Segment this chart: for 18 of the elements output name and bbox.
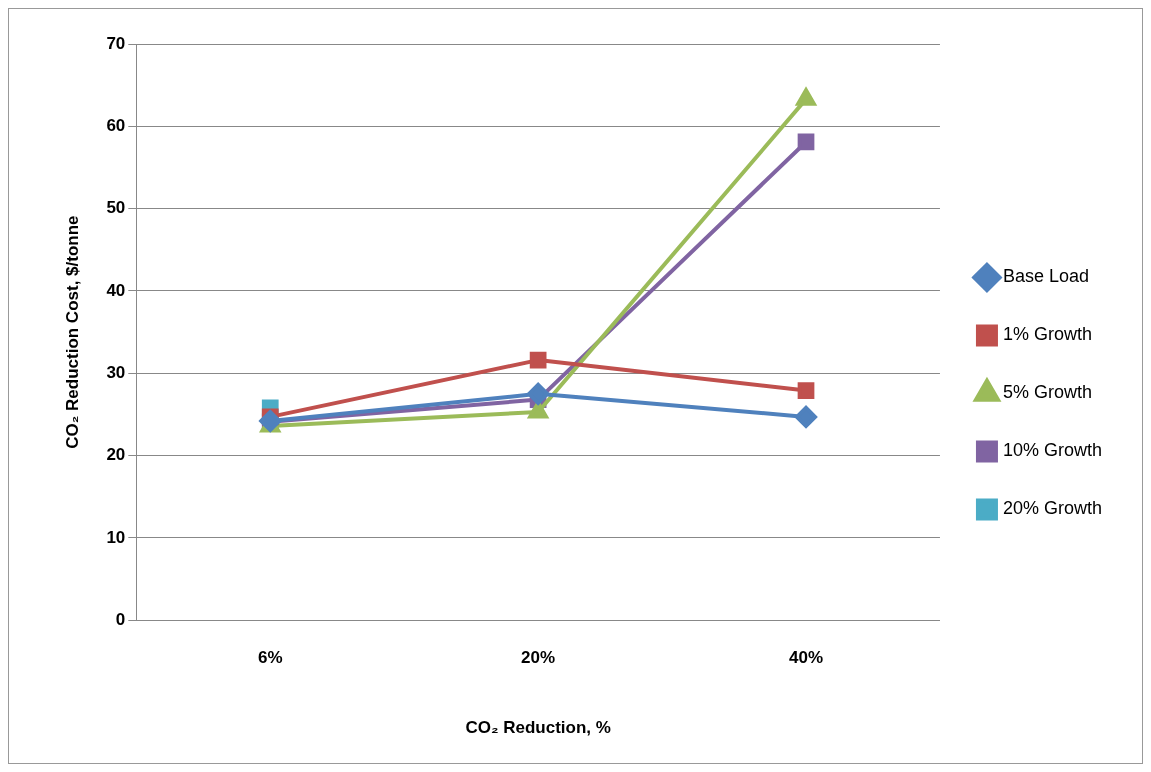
y-tick-label: 60	[106, 116, 126, 135]
y-tick-label: 50	[106, 198, 126, 218]
y-tick-label: 30	[106, 362, 126, 382]
legend-label: Base Load	[1002, 266, 1090, 287]
y-axis-title: CO₂ Reduction Cost, $/tonne	[62, 215, 82, 449]
legend-label: 5% Growth	[1002, 382, 1092, 403]
y-tick-label: 0	[115, 609, 126, 629]
legend-label: 1% Growth	[1002, 324, 1092, 345]
legend-label: 20% Growth	[1002, 498, 1102, 519]
x-tick-label: 20%	[521, 648, 556, 668]
y-tick-label: 70	[106, 33, 126, 53]
x-tick-label: 40%	[789, 648, 824, 668]
x-tick-label: 6%	[257, 648, 283, 668]
y-tick-label: 40	[106, 280, 126, 300]
legend-label: 10% Growth	[1002, 440, 1102, 461]
x-axis-title: CO₂ Reduction, %	[465, 718, 611, 738]
y-tick-label: 20	[106, 445, 126, 465]
y-tick-label: 10	[106, 527, 126, 547]
